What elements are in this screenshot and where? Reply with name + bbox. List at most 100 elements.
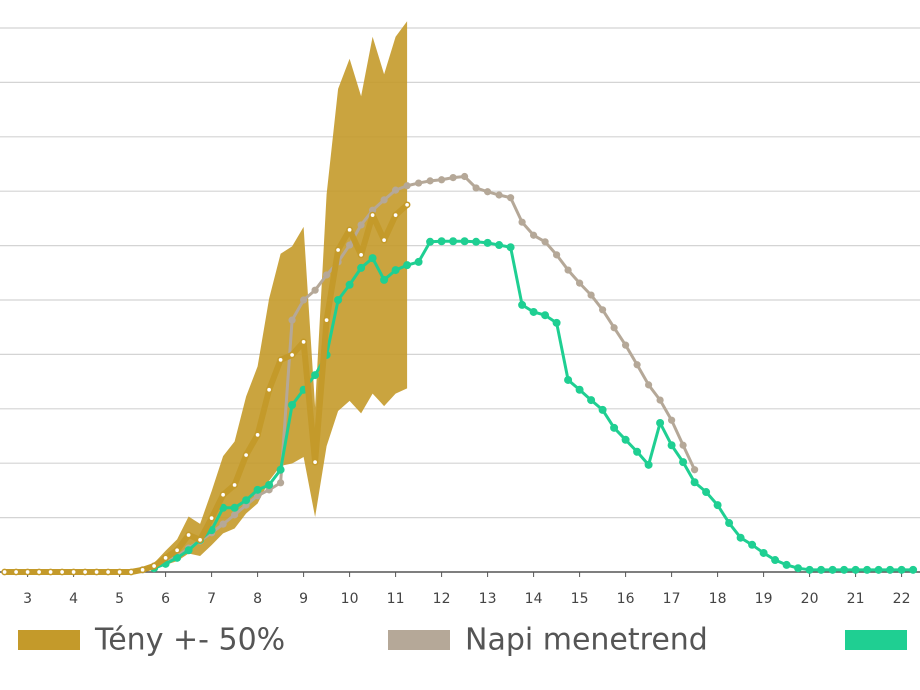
green-point <box>426 237 435 246</box>
green-point <box>449 237 458 246</box>
x-tick-label: 14 <box>525 591 543 607</box>
menetrend-point <box>369 206 377 214</box>
green-point <box>736 533 745 542</box>
teny-point <box>127 568 135 576</box>
green-point <box>805 565 814 574</box>
green-point <box>575 385 584 394</box>
teny-point <box>277 356 284 364</box>
green-point <box>840 565 849 574</box>
green-point <box>564 375 573 384</box>
menetrend-point <box>380 196 388 204</box>
green-point <box>702 488 711 497</box>
menetrend-point <box>449 174 457 182</box>
green-point <box>828 565 837 574</box>
green-point <box>759 548 768 557</box>
menetrend-point <box>599 306 607 314</box>
green-point <box>587 396 596 405</box>
x-tick-label: 19 <box>755 591 773 607</box>
menetrend-point <box>484 188 492 196</box>
green-point <box>679 458 688 467</box>
green-point <box>552 318 561 327</box>
green-point <box>886 565 895 574</box>
green-point <box>771 556 780 565</box>
menetrend-point <box>691 466 699 474</box>
teny-point <box>346 226 353 234</box>
teny-point <box>93 568 100 576</box>
green-point <box>794 564 803 573</box>
green-point <box>357 263 366 272</box>
green-point <box>725 519 734 528</box>
legend-swatch <box>388 630 450 650</box>
menetrend-point <box>357 221 365 229</box>
x-tick-label: 6 <box>161 591 170 607</box>
green-point <box>506 243 515 252</box>
teny-point <box>242 451 250 459</box>
legend-swatch <box>18 630 80 650</box>
x-tick-label: 21 <box>847 591 865 607</box>
teny-point <box>357 251 365 259</box>
green-point <box>690 478 699 487</box>
menetrend-point <box>507 194 515 202</box>
teny-point <box>311 458 319 466</box>
teny-point <box>323 316 330 324</box>
green-point <box>909 565 918 574</box>
green-point <box>897 565 906 574</box>
teny-point <box>380 236 388 244</box>
legend-swatch <box>845 630 907 650</box>
green-point <box>173 553 182 562</box>
teny-point <box>70 568 77 576</box>
menetrend-point <box>461 172 469 181</box>
teny-point <box>58 568 66 576</box>
menetrend-point <box>277 479 285 487</box>
teny-point <box>231 481 238 489</box>
green-point <box>253 485 262 494</box>
teny-point <box>288 351 296 359</box>
x-tick-label: 18 <box>709 591 727 607</box>
x-tick-label: 7 <box>207 591 216 607</box>
green-point <box>610 423 619 432</box>
green-point <box>656 418 665 427</box>
menetrend-point <box>495 191 503 199</box>
x-tick-label: 8 <box>253 591 262 607</box>
teny-point <box>150 562 158 570</box>
menetrend-point <box>219 520 227 528</box>
teny-point <box>219 491 227 499</box>
green-point <box>460 237 469 246</box>
x-tick-label: 11 <box>387 591 405 607</box>
green-point <box>495 241 504 250</box>
teny-point <box>254 431 261 439</box>
menetrend-point <box>518 218 526 226</box>
menetrend-point <box>438 176 446 184</box>
teny-point <box>104 568 112 576</box>
green-point <box>265 480 274 489</box>
green-point <box>483 238 492 247</box>
green-point <box>334 296 343 304</box>
teny-point <box>12 568 20 576</box>
menetrend-point <box>403 182 411 190</box>
menetrend-point <box>288 316 296 324</box>
green-point <box>345 280 354 289</box>
green-point <box>667 441 676 450</box>
teny-point <box>81 568 89 576</box>
teny-point <box>173 546 181 554</box>
green-point <box>518 300 527 309</box>
x-tick-label: 10 <box>341 591 359 607</box>
menetrend-point <box>346 241 354 249</box>
x-tick-label: 15 <box>571 591 589 607</box>
x-tick-label: 4 <box>69 591 78 607</box>
green-point <box>633 447 642 456</box>
green-point <box>782 560 791 569</box>
menetrend-point <box>415 179 423 187</box>
green-point <box>311 371 320 380</box>
teny-point <box>403 201 411 209</box>
menetrend-point <box>610 324 618 332</box>
green-point <box>472 237 481 246</box>
menetrend-point <box>645 381 653 389</box>
green-point <box>541 311 550 320</box>
menetrend-point <box>564 266 572 274</box>
green-point <box>184 546 193 555</box>
green-point <box>368 254 377 263</box>
menetrend-point <box>530 231 538 239</box>
green-point <box>851 565 860 574</box>
green-point <box>644 460 653 469</box>
